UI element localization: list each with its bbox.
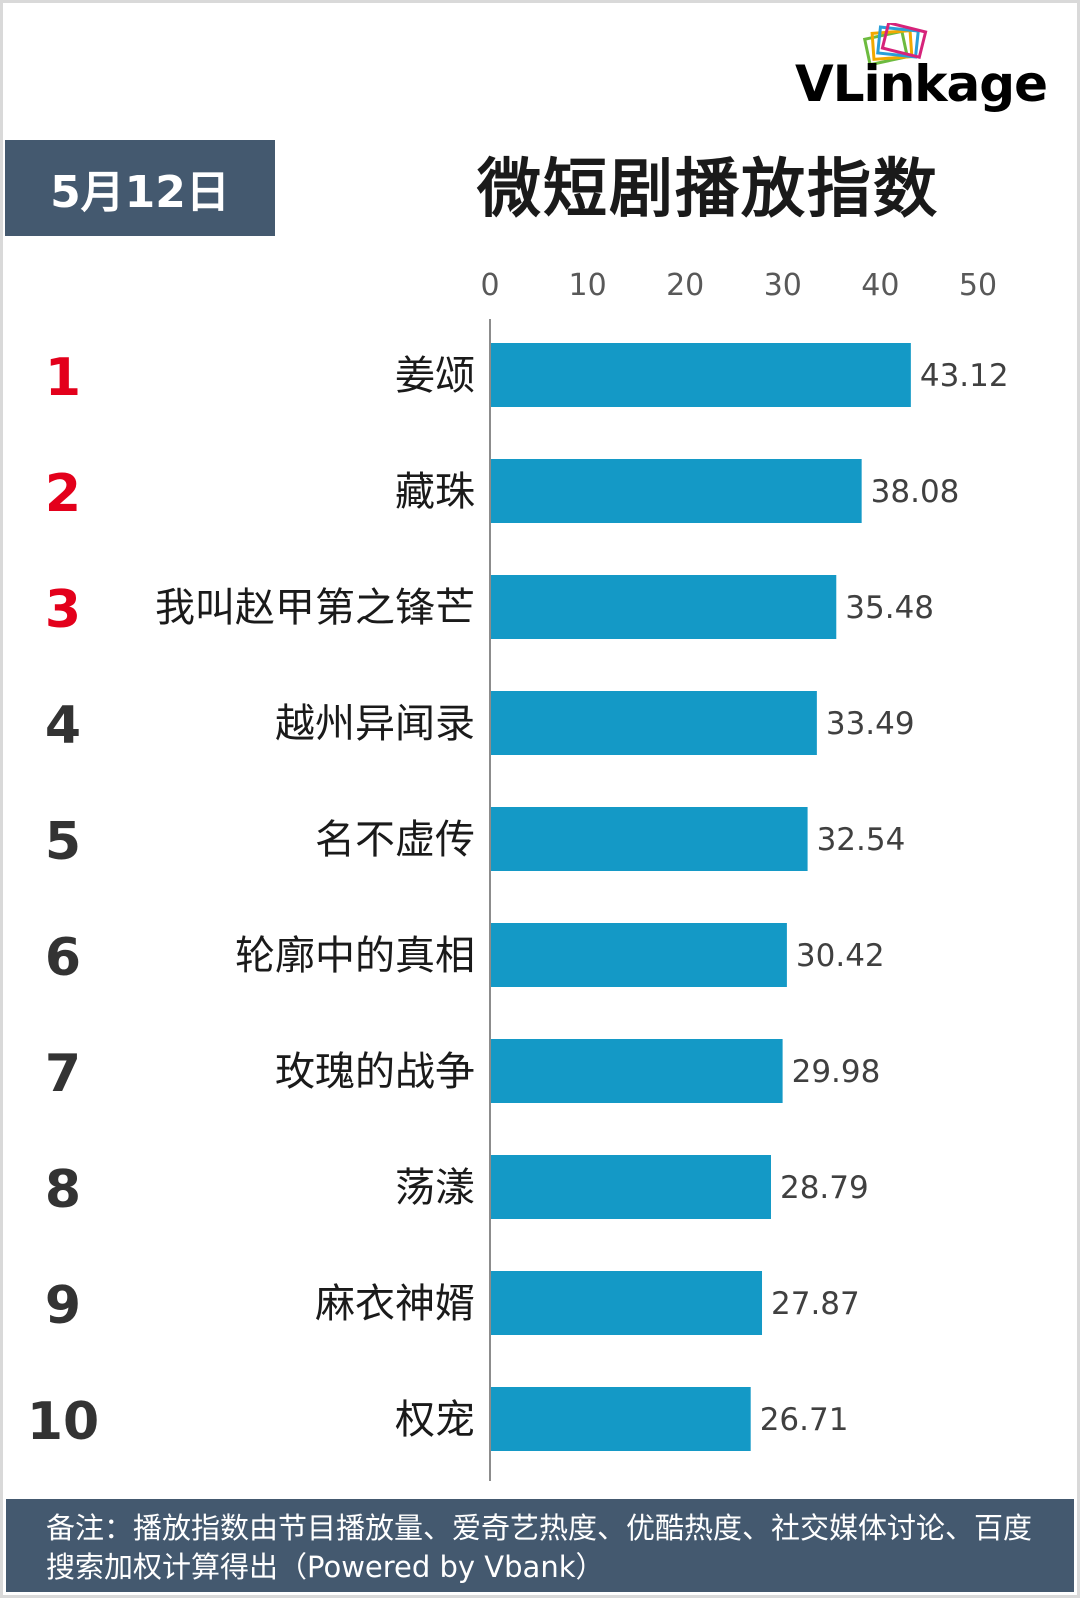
category-label: 权宠: [395, 1397, 475, 1443]
value-label: 32.54: [817, 822, 906, 858]
value-label: 43.12: [920, 358, 1009, 394]
category-label: 姜颂: [395, 353, 475, 399]
category-label: 藏珠: [395, 469, 475, 515]
rank-number: 10: [27, 1392, 99, 1452]
category-label: 麻衣神婿: [315, 1281, 475, 1327]
category-label: 轮廓中的真相: [235, 933, 475, 979]
bar-chart: 0 10 20 30 40 50 43.12 姜颂 1 38.08 藏珠 2 35.48 我叫赵甲第之锋芒…: [27, 268, 1009, 1481]
x-tick-label: 30: [764, 268, 802, 303]
x-tick-label: 40: [861, 268, 899, 303]
bar: [491, 807, 808, 871]
bar: [491, 1155, 771, 1219]
rank-number: 1: [45, 348, 81, 408]
bar: [491, 343, 911, 407]
category-label: 越州异闻录: [275, 701, 475, 747]
value-label: 26.71: [760, 1402, 849, 1438]
value-label: 38.08: [871, 474, 960, 510]
bar: [491, 923, 787, 987]
rank-number: 8: [45, 1160, 81, 1220]
category-label: 荡漾: [395, 1165, 475, 1211]
rank-number: 5: [45, 812, 81, 872]
rank-number: 9: [45, 1276, 81, 1336]
category-label: 玫瑰的战争: [275, 1049, 475, 1095]
vlinkage-logo: VLinkage: [787, 23, 1048, 123]
x-tick-label: 0: [480, 268, 499, 303]
rank-number: 6: [45, 928, 81, 988]
date-badge: 5月12日: [5, 140, 275, 236]
value-label: 28.79: [780, 1170, 869, 1206]
logo-frames-icon: [862, 23, 928, 67]
category-label: 名不虚传: [315, 817, 475, 863]
bar: [491, 575, 837, 639]
footer-note: 备注：播放指数由节目播放量、爱奇艺热度、优酷热度、社交媒体讨论、百度搜索加权计算…: [6, 1499, 1074, 1592]
x-tick-label: 20: [666, 268, 704, 303]
chart-title: 微短剧播放指数: [477, 153, 939, 227]
rank-number: 2: [45, 464, 81, 524]
logo-wordmark: VLinkage: [795, 55, 1048, 113]
rank-number: 7: [45, 1044, 81, 1104]
bar: [491, 691, 817, 755]
bar: [491, 1387, 751, 1451]
bar: [491, 459, 862, 523]
rank-number: 4: [45, 696, 81, 756]
rank-number: 3: [45, 580, 81, 640]
value-label: 33.49: [826, 706, 915, 742]
category-label: 我叫赵甲第之锋芒: [155, 585, 475, 631]
value-label: 30.42: [796, 938, 885, 974]
x-tick-label: 50: [959, 268, 997, 303]
value-label: 27.87: [771, 1286, 860, 1322]
x-tick-label: 10: [569, 268, 607, 303]
bar: [491, 1039, 783, 1103]
bar: [491, 1271, 763, 1335]
value-label: 29.98: [792, 1054, 881, 1090]
value-label: 35.48: [845, 590, 934, 626]
